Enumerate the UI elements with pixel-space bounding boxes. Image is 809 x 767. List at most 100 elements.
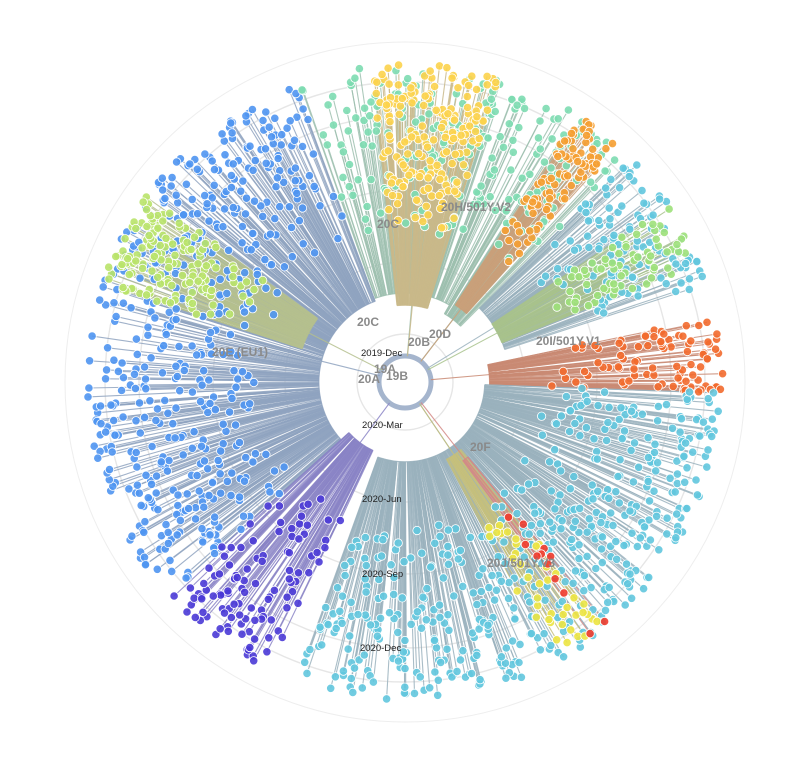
tree-tip[interactable]	[415, 672, 425, 682]
tree-tip[interactable]	[552, 302, 562, 312]
tree-tip[interactable]	[141, 374, 151, 384]
tree-tip[interactable]	[552, 635, 562, 645]
tree-tip[interactable]	[189, 427, 199, 437]
tree-tip[interactable]	[263, 501, 273, 511]
tree-tip[interactable]	[662, 247, 672, 257]
tree-tip[interactable]	[484, 582, 494, 593]
tree-tip[interactable]	[264, 122, 274, 132]
tree-tip[interactable]	[675, 427, 685, 437]
tree-tip[interactable]	[659, 329, 669, 339]
tree-tip[interactable]	[510, 614, 520, 624]
tree-tip[interactable]	[450, 186, 460, 196]
tree-tip[interactable]	[144, 231, 154, 241]
tree-tip[interactable]	[330, 672, 340, 682]
tree-tip[interactable]	[219, 551, 229, 561]
tree-tip[interactable]	[208, 300, 218, 310]
tree-tip[interactable]	[498, 142, 509, 152]
tree-tip[interactable]	[546, 486, 556, 496]
tree-tip[interactable]	[487, 153, 497, 163]
tree-tip[interactable]	[360, 574, 370, 584]
tree-tip[interactable]	[429, 81, 440, 92]
tree-tip[interactable]	[293, 598, 303, 608]
tree-tip[interactable]	[203, 407, 213, 418]
tree-tip[interactable]	[400, 663, 410, 674]
tree-tip[interactable]	[398, 160, 408, 170]
tree-tip[interactable]	[218, 419, 228, 429]
tree-tip[interactable]	[443, 525, 453, 535]
tree-tip[interactable]	[599, 616, 610, 627]
tree-tip[interactable]	[237, 629, 247, 639]
tree-tip[interactable]	[492, 527, 502, 538]
tree-tip[interactable]	[414, 149, 424, 159]
tree-tip[interactable]	[135, 428, 145, 438]
tree-tip[interactable]	[393, 80, 403, 90]
tree-tip[interactable]	[363, 127, 373, 137]
tree-tip[interactable]	[87, 331, 97, 341]
tree-tip[interactable]	[206, 327, 216, 338]
tree-tip[interactable]	[435, 612, 445, 623]
tree-tip[interactable]	[210, 405, 220, 415]
tree-tip[interactable]	[470, 126, 481, 137]
tree-tip[interactable]	[290, 163, 300, 173]
tree-tip[interactable]	[359, 103, 370, 113]
tree-tip[interactable]	[387, 190, 398, 201]
tree-tip[interactable]	[207, 285, 217, 296]
tree-tip[interactable]	[348, 687, 358, 698]
tree-tip[interactable]	[625, 506, 635, 516]
tree-tip[interactable]	[594, 244, 604, 254]
tree-tip[interactable]	[682, 463, 692, 473]
tree-tip[interactable]	[245, 642, 255, 653]
tree-tip[interactable]	[407, 132, 417, 142]
tree-tip[interactable]	[581, 207, 591, 218]
tree-tip[interactable]	[218, 222, 228, 232]
tree-tip[interactable]	[544, 457, 555, 467]
tree-tip[interactable]	[433, 690, 443, 700]
tree-tip[interactable]	[187, 387, 197, 397]
tree-tip[interactable]	[199, 456, 210, 466]
tree-tip[interactable]	[654, 194, 665, 204]
tree-tip[interactable]	[661, 399, 672, 410]
tree-tip[interactable]	[323, 619, 333, 630]
tree-tip[interactable]	[478, 116, 488, 126]
tree-tip[interactable]	[109, 355, 119, 365]
tree-tip[interactable]	[584, 514, 594, 524]
tree-tip[interactable]	[611, 536, 621, 547]
tree-tip[interactable]	[113, 366, 124, 376]
tree-tip[interactable]	[553, 277, 563, 287]
tree-tip[interactable]	[242, 564, 252, 574]
tree-tip[interactable]	[274, 501, 284, 511]
tree-tip[interactable]	[316, 494, 326, 504]
tree-tip[interactable]	[632, 541, 643, 552]
tree-tip[interactable]	[348, 190, 358, 200]
tree-tip[interactable]	[250, 615, 260, 625]
tree-tip[interactable]	[252, 269, 262, 279]
tree-tip[interactable]	[200, 149, 210, 159]
tree-tip[interactable]	[224, 245, 234, 255]
tree-tip[interactable]	[587, 480, 597, 490]
tree-tip[interactable]	[101, 374, 111, 384]
tree-tip[interactable]	[570, 297, 580, 307]
tree-tip[interactable]	[472, 599, 482, 610]
tree-tip[interactable]	[581, 130, 592, 140]
tree-tip[interactable]	[258, 211, 268, 221]
tree-tip[interactable]	[142, 221, 152, 232]
tree-tip[interactable]	[611, 487, 621, 497]
tree-tip[interactable]	[514, 248, 525, 258]
tree-tip[interactable]	[546, 163, 556, 173]
tree-tip[interactable]	[238, 511, 249, 521]
tree-tip[interactable]	[386, 560, 396, 570]
tree-tip[interactable]	[135, 273, 145, 283]
tree-tip[interactable]	[400, 682, 410, 692]
tree-tip[interactable]	[167, 173, 177, 183]
tree-tip[interactable]	[568, 578, 578, 588]
tree-tip[interactable]	[96, 401, 106, 411]
tree-tip[interactable]	[450, 149, 460, 159]
tree-tip[interactable]	[393, 627, 403, 638]
tree-tip[interactable]	[442, 63, 452, 73]
tree-tip[interactable]	[228, 159, 238, 169]
tree-tip[interactable]	[525, 169, 535, 179]
tree-tip[interactable]	[161, 329, 171, 340]
tree-tip[interactable]	[174, 218, 184, 228]
tree-tip[interactable]	[189, 232, 200, 242]
tree-tip[interactable]	[386, 178, 397, 188]
